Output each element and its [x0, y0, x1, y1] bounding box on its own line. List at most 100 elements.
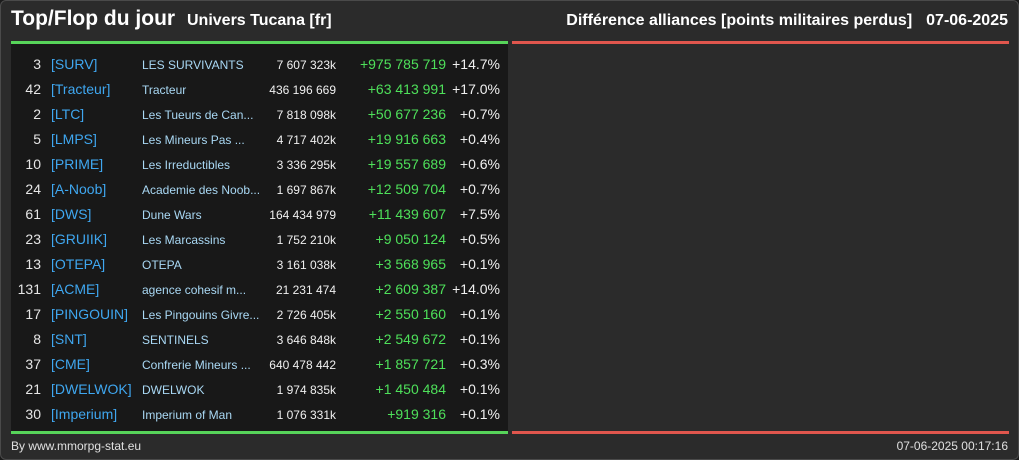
alliance-name: OTEPA: [142, 258, 182, 272]
percent-change: +0.1%: [459, 256, 500, 272]
table-row: 2 [LTC] Les Tueurs de Can... 7 818 098k +50 …: [11, 101, 508, 126]
alliance-rank: 24: [25, 181, 41, 197]
percent-change: +0.3%: [459, 356, 500, 372]
table-row: 37 [CME] Confrerie Mineurs ... 640 478 442 +…: [11, 351, 508, 376]
alliance-tag[interactable]: [DWS]: [51, 206, 92, 222]
table-row: 21 [DWELWOK] DWELWOK 1 974 835k +1 450 484 +0…: [11, 376, 508, 401]
table-row: 24 [A-Noob] Academie des Noob... 1 697 867k…: [11, 176, 508, 201]
points-difference: +2 609 387: [375, 281, 446, 297]
alliance-name: DWELWOK: [142, 383, 205, 397]
points-difference: +919 316: [387, 406, 446, 422]
alliance-rank: 8: [33, 331, 41, 347]
alliance-points: 2 726 405k: [276, 308, 336, 322]
universe-label: Univers Tucana [fr]: [187, 12, 332, 29]
alliance-points: 1 752 210k: [276, 233, 336, 247]
alliance-points: 1 974 835k: [276, 383, 336, 397]
alliance-name: Les Pingouins Givre...: [142, 308, 260, 322]
header: Top/Flop du jour Univers Tucana [fr] Dif…: [1, 1, 1018, 41]
alliance-tag[interactable]: [DWELWOK]: [51, 381, 132, 397]
alliance-tag[interactable]: [LTC]: [51, 106, 85, 122]
percent-change: +0.5%: [459, 231, 500, 247]
alliance-rank: 131: [17, 281, 41, 297]
points-difference: +50 677 236: [367, 106, 446, 122]
page-title: Top/Flop du jour: [11, 7, 176, 30]
alliance-rank: 2: [33, 106, 41, 122]
alliance-points: 7 607 323k: [276, 58, 336, 72]
points-difference: +19 916 663: [367, 131, 446, 147]
table-row: 42 [Tracteur] Tracteur 436 196 669 +63 413 9…: [11, 76, 508, 101]
alliance-points: 7 818 098k: [276, 108, 336, 122]
points-difference: +2 550 160: [375, 306, 446, 322]
points-difference: +1 857 721: [375, 356, 446, 372]
points-difference: +975 785 719: [359, 56, 446, 72]
alliance-rank: 10: [25, 156, 41, 172]
alliance-name: Les Tueurs de Can...: [142, 108, 254, 122]
points-difference: +12 509 704: [367, 181, 446, 197]
alliance-tag[interactable]: [Imperium]: [51, 406, 118, 422]
alliance-points: 3 161 038k: [276, 258, 336, 272]
table-row: 23 [GRUIIK] Les Marcassins 1 752 210k +9 050…: [11, 226, 508, 251]
percent-change: +0.7%: [459, 106, 500, 122]
alliance-name: LES SURVIVANTS: [142, 58, 244, 72]
alliance-rank: 13: [25, 256, 41, 272]
alliance-points: 640 478 442: [269, 358, 336, 372]
alliance-tag[interactable]: [A-Noob]: [51, 181, 107, 197]
percent-change: +17.0%: [452, 81, 500, 97]
generated-timestamp: 07-06-2025 00:17:16: [896, 439, 1008, 453]
alliance-points: 436 196 669: [269, 83, 336, 97]
alliance-name: Academie des Noob...: [142, 183, 261, 197]
table-row: 10 [PRIME] Les Irreductibles 3 336 295k +19 …: [11, 151, 508, 176]
percent-change: +0.7%: [459, 181, 500, 197]
alliance-tag[interactable]: [LMPS]: [51, 131, 97, 147]
table-row: 3 [SURV] LES SURVIVANTS 7 607 323k +975 785 …: [11, 51, 508, 76]
alliance-rank: 17: [25, 306, 41, 322]
points-difference: +19 557 689: [367, 156, 446, 172]
points-difference: +1 450 484: [375, 381, 446, 397]
points-difference: +3 568 965: [375, 256, 446, 272]
alliance-tag[interactable]: [CME]: [51, 356, 90, 372]
alliance-points: 164 434 979: [269, 208, 336, 222]
points-difference: +63 413 991: [367, 81, 446, 97]
alliance-points: 1 076 331k: [276, 408, 336, 422]
table-row: 5 [LMPS] Les Mineurs Pas ... 4 717 402k +19 …: [11, 126, 508, 151]
alliance-rank: 5: [33, 131, 41, 147]
alliance-tag[interactable]: [SNT]: [51, 331, 87, 347]
percent-change: +14.7%: [452, 56, 500, 72]
ranking-subtitle: Différence alliances [points militaires …: [566, 12, 913, 29]
alliance-rank: 21: [25, 381, 41, 397]
alliance-tag[interactable]: [ACME]: [51, 281, 100, 297]
alliance-rank: 61: [25, 206, 41, 222]
table-row: 30 [Imperium] Imperium of Man 1 076 331k +91…: [11, 401, 508, 426]
percent-change: +0.6%: [459, 156, 500, 172]
alliance-rank: 3: [33, 56, 41, 72]
alliance-name: Imperium of Man: [142, 408, 233, 422]
alliance-name: Tracteur: [142, 83, 187, 97]
alliance-rank: 23: [25, 231, 41, 247]
header-right: Différence alliances [points militaires …: [566, 12, 1008, 30]
alliance-rank: 37: [25, 356, 41, 372]
table-row: 8 [SNT] SENTINELS 3 646 848k +2 549 672 +0.1%: [11, 326, 508, 351]
alliance-tag[interactable]: [PINGOUIN]: [51, 306, 129, 322]
alliance-name: Les Irreductibles: [142, 158, 231, 172]
alliance-name: Les Marcassins: [142, 233, 226, 247]
alliance-points: 4 717 402k: [276, 133, 336, 147]
alliance-name: Les Mineurs Pas ...: [142, 133, 245, 147]
site-credit: By www.mmorpg-stat.eu: [11, 439, 142, 453]
alliance-rank: 42: [25, 81, 41, 97]
alliance-tag[interactable]: [SURV]: [51, 56, 98, 72]
alliance-tag[interactable]: [OTEPA]: [51, 256, 106, 272]
alliance-tag[interactable]: [PRIME]: [51, 156, 104, 172]
alliance-tag[interactable]: [Tracteur]: [51, 81, 111, 97]
points-difference: +11 439 607: [368, 206, 446, 222]
table-row: 61 [DWS] Dune Wars 164 434 979 +11 439 607 +7…: [11, 201, 508, 226]
points-difference: +2 549 672: [375, 331, 446, 347]
alliance-tag[interactable]: [GRUIIK]: [51, 231, 108, 247]
alliance-name: Confrerie Mineurs ...: [142, 358, 251, 372]
percent-change: +7.5%: [459, 206, 500, 222]
table-row: 13 [OTEPA] OTEPA 3 161 038k +3 568 965 +0.1%: [11, 251, 508, 276]
table-row: 17 [PINGOUIN] Les Pingouins Givre... 2 726 …: [11, 301, 508, 326]
percent-change: +0.1%: [459, 306, 500, 322]
alliance-points: 3 336 295k: [276, 158, 336, 172]
percent-change: +0.4%: [459, 131, 500, 147]
